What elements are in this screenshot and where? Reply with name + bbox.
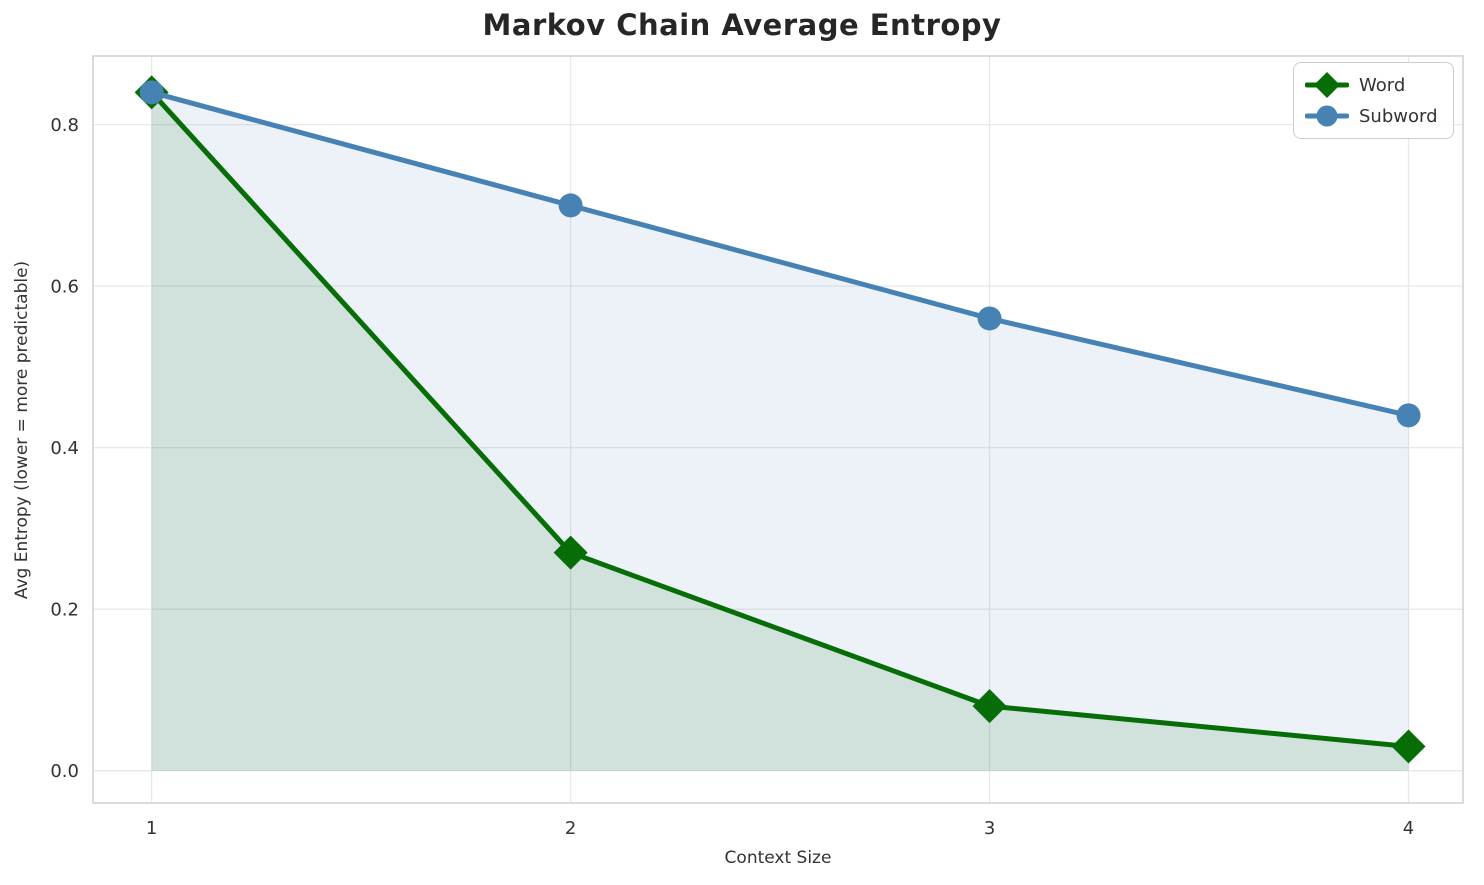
word-area-fill — [151, 92, 1409, 771]
diamond-marker-icon — [1305, 72, 1349, 98]
legend-label: Subword — [1359, 105, 1438, 127]
tick-labels: 0.0 0.2 0.4 0.6 0.8 1 2 3 4 — [50, 115, 1414, 839]
legend: Word Subword — [1293, 62, 1454, 139]
subword-line — [149, 89, 1412, 418]
x-tick-label: 4 — [1403, 818, 1414, 839]
diamond-marker — [972, 689, 1007, 724]
x-axis-label: Context Size — [724, 848, 832, 868]
circle-marker — [977, 306, 1002, 331]
legend-label: Word — [1359, 74, 1406, 96]
circle-marker — [558, 193, 583, 218]
plot-border — [92, 55, 1464, 804]
x-tick-label: 3 — [984, 818, 995, 839]
subword-markers — [139, 80, 1421, 428]
y-tick-label: 0.8 — [50, 115, 79, 136]
circle-marker — [139, 80, 164, 105]
legend-item-subword: Subword — [1305, 102, 1438, 130]
legend-item-word: Word — [1305, 71, 1438, 99]
word-line — [149, 89, 1412, 749]
x-tick-label: 2 — [565, 818, 576, 839]
y-tick-label: 0.6 — [50, 276, 79, 297]
gridlines — [93, 56, 1463, 803]
y-tick-label: 0.0 — [50, 761, 79, 782]
chart-title: Markov Chain Average Entropy — [482, 8, 1002, 42]
diamond-marker — [1391, 729, 1426, 764]
circle-marker — [1396, 403, 1421, 428]
circle-marker-icon — [1305, 105, 1349, 127]
subword-area-fill — [151, 92, 1409, 771]
word-markers — [134, 75, 1426, 764]
plot-background — [93, 56, 1463, 803]
y-tick-label: 0.2 — [50, 599, 79, 620]
y-tick-label: 0.4 — [50, 438, 79, 459]
y-axis-label: Avg Entropy (lower = more predictable) — [12, 260, 32, 600]
diamond-marker — [553, 535, 588, 570]
x-tick-label: 1 — [146, 818, 157, 839]
